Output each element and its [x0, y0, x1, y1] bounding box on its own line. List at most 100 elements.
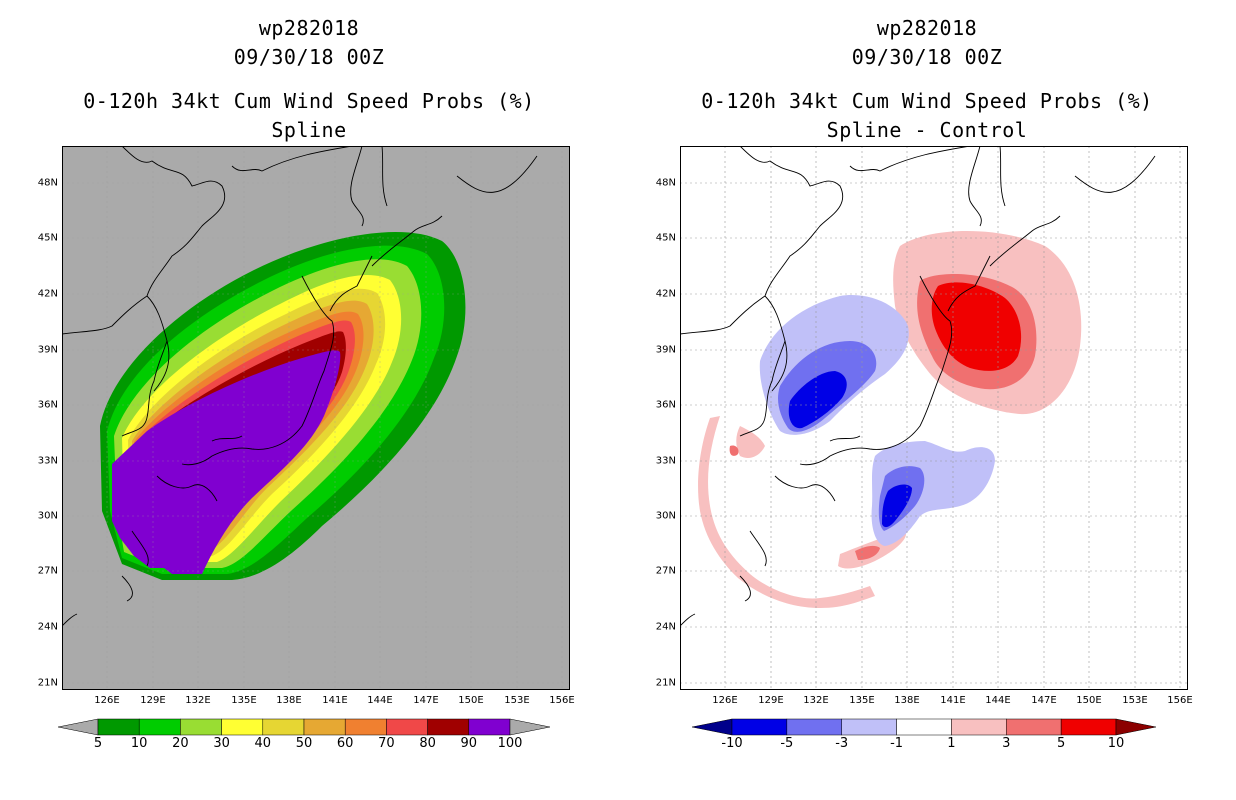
colorbar-label: 10	[1107, 736, 1125, 751]
colorbar-label: 5	[93, 736, 103, 751]
lat-label: 27N	[655, 565, 676, 577]
lat-label: 33N	[655, 455, 676, 467]
map-spline: 48N 45N 42N 39N 36N 33N 30N 27N 24N 21N …	[38, 146, 575, 706]
prob-band-100	[112, 350, 341, 574]
colorbar-spline: 5 10 20 30 40 50 60 70 80 90 100	[0, 718, 618, 758]
lat-label: 36N	[37, 399, 58, 411]
colorbar-label: -10	[721, 736, 743, 751]
title-block: wp282018 09/30/18 00Z 0-120h 34kt Cum Wi…	[618, 14, 1236, 145]
lat-label: 42N	[655, 288, 676, 300]
colorbar-label: -5	[780, 736, 794, 751]
coastlines	[62, 146, 538, 627]
colorbar-swatch	[138, 718, 181, 736]
colorbar-swatch	[1060, 718, 1117, 736]
lon-label: 147E	[1031, 695, 1057, 706]
lat-label: 36N	[655, 399, 676, 411]
lon-label: 126E	[712, 695, 738, 706]
colorbar-label: 50	[295, 736, 313, 751]
colorbar-swatch	[386, 718, 428, 736]
colorbar-swatch	[344, 718, 387, 736]
colorbar-label: 1	[947, 736, 956, 751]
lon-label: 144E	[367, 695, 393, 706]
lat-label: 42N	[37, 288, 58, 300]
colorbar-swatch	[303, 718, 346, 736]
colorbar-difference: -10 -5 -3 -1 1 3 5 10	[618, 718, 1236, 758]
lon-label: 129E	[140, 695, 166, 706]
spline-panel: wp282018 09/30/18 00Z 0-120h 34kt Cum Wi…	[0, 14, 618, 758]
colorbar-label: 40	[254, 736, 272, 751]
colorbar-label: 90	[460, 736, 478, 751]
colorbar-swatch	[786, 718, 842, 736]
colorbar-label: 70	[378, 736, 395, 751]
colorbar-swatch	[951, 718, 1007, 736]
product-title: 0-120h 34kt Cum Wind Speed Probs (%)	[701, 89, 1153, 113]
lat-label: 48N	[655, 177, 676, 189]
lat-label: 39N	[655, 344, 676, 356]
lat-label: 39N	[37, 344, 58, 356]
lat-label: 33N	[37, 455, 58, 467]
lat-label: 21N	[655, 677, 676, 689]
lon-label: 132E	[185, 695, 211, 706]
lon-label: 147E	[413, 695, 439, 706]
colorbar-swatch	[1006, 718, 1062, 736]
lat-lon-grid	[680, 146, 1188, 690]
colorbar-label: 30	[213, 736, 230, 751]
lon-label: 138E	[276, 695, 302, 706]
diff-neg-5	[788, 371, 847, 429]
colorbar-over-arrow	[509, 718, 551, 736]
colorbar-label: 10	[130, 736, 148, 751]
datetime: 09/30/18 00Z	[233, 45, 385, 69]
lon-label: 156E	[1167, 695, 1193, 706]
lon-label: 135E	[849, 695, 875, 706]
lon-label: 126E	[94, 695, 120, 706]
colorbar-swatch	[221, 718, 264, 736]
colorbar-label: 60	[336, 736, 354, 751]
colorbar-swatch	[468, 718, 511, 736]
lon-label: 129E	[758, 695, 784, 706]
lat-label: 45N	[37, 232, 58, 244]
coastlines	[680, 146, 1156, 627]
lat-label: 21N	[37, 677, 58, 689]
colorbar-swatch	[180, 718, 222, 736]
lat-label: 24N	[37, 621, 58, 633]
lat-label: 48N	[37, 177, 58, 189]
lon-label: 135E	[231, 695, 257, 706]
storm-id: wp282018	[258, 16, 360, 40]
colorbar-label: 5	[1057, 736, 1066, 751]
colorbar-over-arrow	[1115, 718, 1157, 736]
map-canvas	[680, 146, 1188, 690]
lon-label: 150E	[1076, 695, 1102, 706]
colorbar-swatches	[57, 718, 551, 736]
diff-neg-south-5	[882, 484, 912, 528]
lon-label: 156E	[549, 695, 575, 706]
colorbar-swatches	[691, 718, 1157, 736]
colorbar-swatch	[896, 718, 952, 736]
colorbar-swatch	[841, 718, 897, 736]
lat-label: 45N	[655, 232, 676, 244]
lon-label: 141E	[940, 695, 966, 706]
colorbar-label: -1	[890, 736, 904, 751]
lon-label: 153E	[1122, 695, 1148, 706]
colorbar-under-arrow	[57, 718, 99, 736]
colorbar-swatch	[731, 718, 788, 736]
colorbar-label: 20	[172, 736, 189, 751]
map-difference: 48N 45N 42N 39N 36N 33N 30N 27N 24N 21N …	[656, 146, 1193, 706]
product-title: 0-120h 34kt Cum Wind Speed Probs (%)	[83, 89, 535, 113]
diff-pos-5	[931, 282, 1022, 371]
lon-label: 132E	[803, 695, 829, 706]
lon-label: 138E	[894, 695, 920, 706]
map-frame	[62, 146, 570, 690]
difference-panel: wp282018 09/30/18 00Z 0-120h 34kt Cum Wi…	[618, 0, 1236, 800]
lon-label: 150E	[458, 695, 484, 706]
map-background	[680, 146, 1188, 690]
lat-label: 24N	[655, 621, 676, 633]
map-frame	[680, 146, 1188, 690]
lon-label: 144E	[985, 695, 1011, 706]
title-block: wp282018 09/30/18 00Z 0-120h 34kt Cum Wi…	[0, 14, 618, 145]
colorbar-swatch	[262, 718, 305, 736]
colorbar-label: 100	[497, 736, 523, 751]
colorbar-swatch	[97, 718, 140, 736]
colorbar-under-arrow	[691, 718, 733, 736]
storm-id: wp282018	[876, 16, 978, 40]
subtitle: Spline - Control	[826, 118, 1028, 142]
